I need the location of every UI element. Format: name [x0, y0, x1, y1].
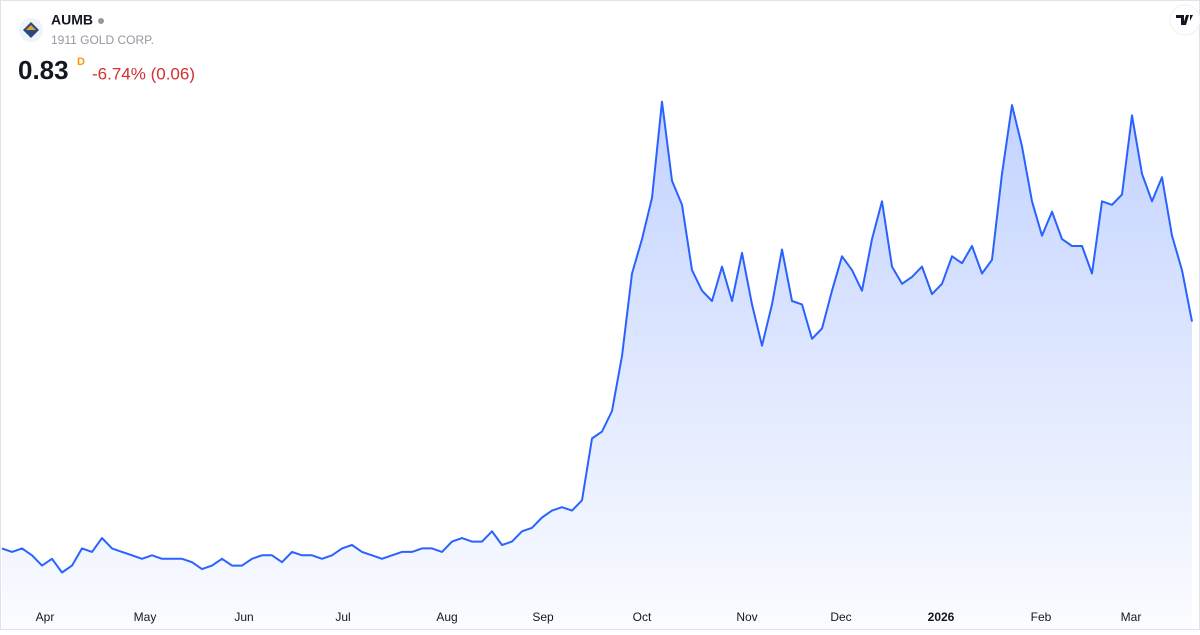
x-tick-label: Jul — [335, 610, 350, 624]
x-tick-label: Sep — [532, 610, 554, 624]
x-tick-label: May — [134, 610, 157, 624]
x-tick-label: 2026 — [928, 610, 955, 624]
price-line — [1, 100, 1193, 574]
x-tick-label: Dec — [830, 610, 851, 624]
x-tick-label: Oct — [633, 610, 652, 624]
symbol: AUMB — [51, 12, 93, 28]
interval: D — [77, 56, 85, 68]
x-tick-label: Mar — [1121, 610, 1142, 624]
x-tick-label: Aug — [436, 610, 457, 624]
price: 0.83 — [18, 55, 69, 85]
logo-accent — [26, 25, 36, 30]
x-tick-label: Apr — [36, 610, 55, 624]
x-tick-label: Nov — [736, 610, 757, 624]
area-fill — [2, 101, 1192, 629]
company: 1911 GOLD CORP. — [51, 33, 154, 47]
x-tick-label: Jun — [234, 610, 253, 624]
status-dot — [98, 18, 104, 24]
x-tick-label: Feb — [1031, 610, 1052, 624]
plot: Apr May Jun Jul Aug Sep Oct Nov Dec 2026 Feb Mar — [1, 100, 1193, 629]
change: -6.74% (0.06) — [92, 64, 195, 83]
tv-logo — [1176, 15, 1193, 25]
